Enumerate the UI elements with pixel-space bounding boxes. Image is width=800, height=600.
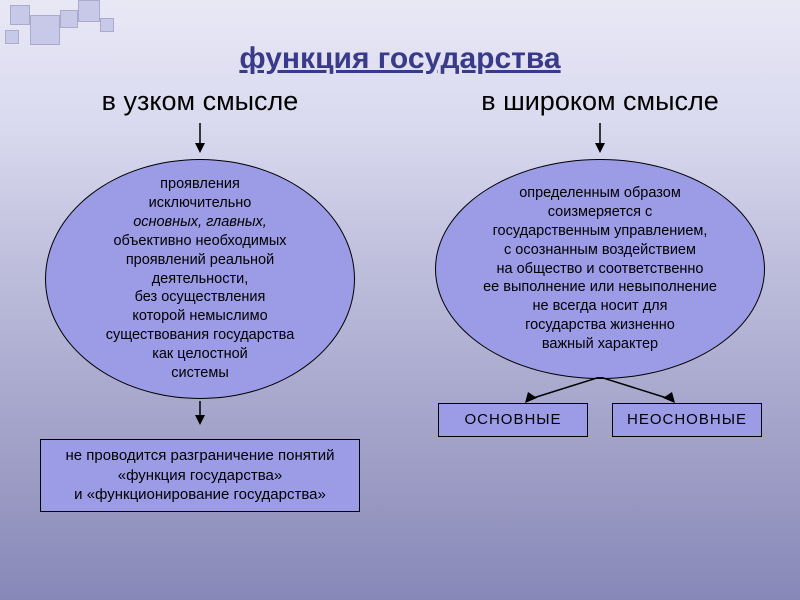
columns-container: в узком смысле проявленияисключительноос… bbox=[0, 86, 800, 512]
left-box-text: не проводится разграничение понятий«функ… bbox=[51, 446, 349, 505]
right-ellipse-text: определенным образомсоизмеряется сгосуда… bbox=[483, 184, 717, 354]
corner-decoration bbox=[0, 0, 180, 70]
right-bottom-row: ОСНОВНЫЕ НЕОСНОВНЫЕ bbox=[438, 403, 762, 437]
left-ellipse: проявленияисключительноосновных, главных… bbox=[45, 159, 355, 399]
left-column: в узком смысле проявленияисключительноос… bbox=[0, 86, 400, 512]
box-osnovnye: ОСНОВНЫЕ bbox=[438, 403, 588, 437]
arrow-down-icon bbox=[590, 123, 610, 153]
right-subtitle: в широком смысле bbox=[481, 86, 719, 117]
left-box: не проводится разграничение понятий«функ… bbox=[40, 439, 360, 512]
box-neosnovnye: НЕОСНОВНЫЕ bbox=[612, 403, 762, 437]
left-ellipse-text: проявленияисключительноосновных, главных… bbox=[106, 175, 295, 382]
right-column: в широком смысле определенным образомсои… bbox=[400, 86, 800, 512]
right-ellipse: определенным образомсоизмеряется сгосуда… bbox=[435, 159, 765, 379]
arrow-down-icon bbox=[190, 401, 210, 425]
left-subtitle: в узком смысле bbox=[102, 86, 299, 117]
arrow-down-icon bbox=[190, 123, 210, 153]
